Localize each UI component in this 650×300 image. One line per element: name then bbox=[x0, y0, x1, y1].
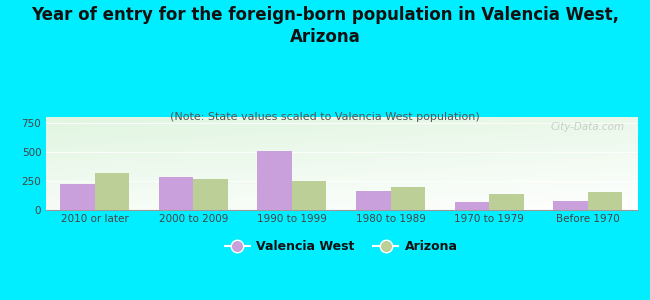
Bar bbox=[159, 177, 194, 210]
Bar bbox=[588, 192, 622, 210]
Legend: Valencia West, Arizona: Valencia West, Arizona bbox=[220, 236, 463, 258]
Bar bbox=[553, 201, 588, 210]
Bar bbox=[454, 202, 489, 210]
Bar bbox=[194, 179, 228, 210]
Bar bbox=[391, 187, 425, 210]
Text: (Note: State values scaled to Valencia West population): (Note: State values scaled to Valencia W… bbox=[170, 112, 480, 122]
Text: Year of entry for the foreign-born population in Valencia West,
Arizona: Year of entry for the foreign-born popul… bbox=[31, 6, 619, 46]
Bar bbox=[60, 184, 95, 210]
Bar bbox=[292, 181, 326, 210]
Bar bbox=[356, 191, 391, 210]
Bar bbox=[489, 194, 524, 210]
Bar bbox=[257, 151, 292, 210]
Bar bbox=[95, 173, 129, 210]
Text: City-Data.com: City-Data.com bbox=[551, 122, 625, 132]
